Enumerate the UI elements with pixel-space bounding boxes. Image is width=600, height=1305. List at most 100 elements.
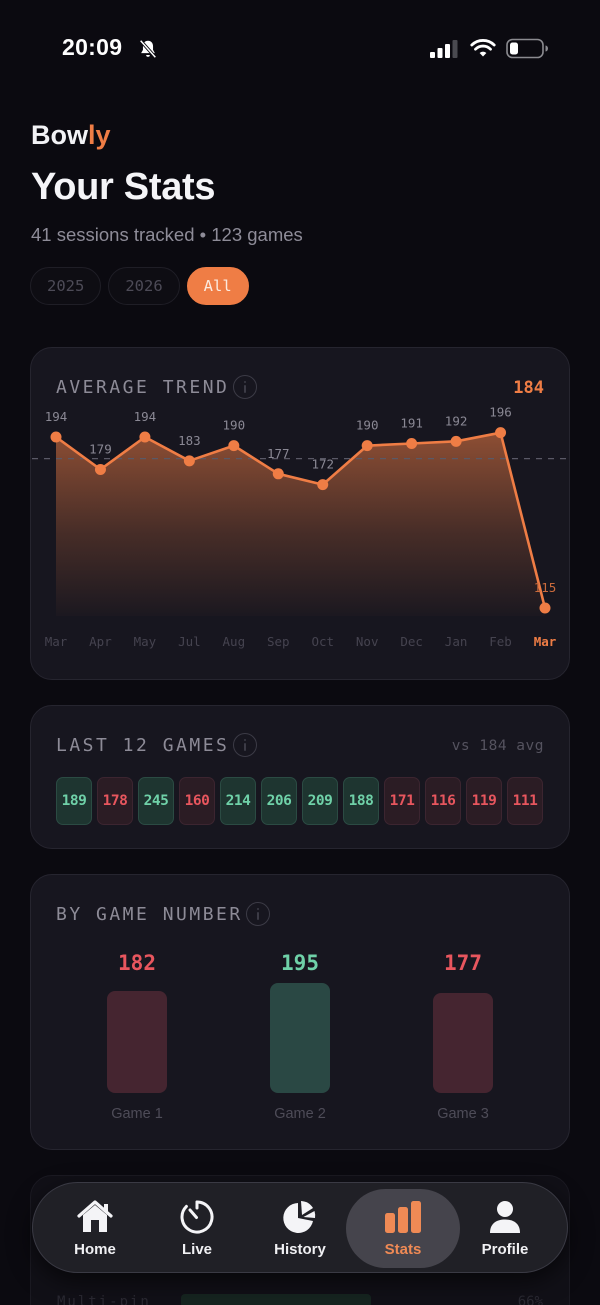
trend-data-point[interactable]	[183, 455, 195, 467]
game-score-chip[interactable]: 178	[97, 777, 133, 825]
last-12-games-title: LAST 12 GAMES	[56, 735, 230, 756]
nav-profile-label: Profile	[481, 1241, 529, 1258]
hidden-card-label: Multi-pin	[57, 1294, 151, 1305]
trend-value-label: 194	[134, 409, 157, 424]
wifi-icon	[470, 39, 496, 57]
x-axis-label: Sep	[267, 634, 290, 649]
battery-icon	[506, 38, 548, 59]
nav-home-label: Home	[74, 1241, 116, 1258]
app-brand: Bowly	[31, 120, 111, 151]
filter-all[interactable]: All	[186, 267, 249, 305]
status-bar: 20:09	[0, 30, 600, 70]
hidden-card-bar	[181, 1294, 371, 1305]
nav-profile[interactable]: Profile	[450, 1183, 560, 1274]
trend-value-label: 190	[223, 418, 246, 433]
trend-data-point[interactable]	[139, 431, 151, 443]
trend-data-point[interactable]	[228, 440, 240, 452]
game-2-label: Game 2	[274, 1106, 326, 1122]
trend-line	[55, 431, 547, 609]
home-icon	[77, 1200, 113, 1232]
trend-value-label: 177	[267, 446, 290, 461]
bar-chart-icon	[385, 1201, 421, 1233]
game-score-chip[interactable]: 206	[261, 777, 297, 825]
x-axis-label: Feb	[489, 634, 512, 649]
game-score-chip[interactable]: 160	[179, 777, 215, 825]
nav-live[interactable]: Live	[142, 1183, 252, 1274]
x-axis-label: May	[134, 634, 157, 649]
trend-data-point[interactable]	[50, 431, 62, 443]
by-game-number-card: BY GAME NUMBER 182 Game 1 195 Game 2 177…	[30, 874, 570, 1150]
game-score-chip[interactable]: 171	[384, 777, 420, 825]
info-icon[interactable]	[233, 375, 257, 399]
x-axis-label: Nov	[356, 634, 379, 649]
trend-current-value: 184	[513, 378, 544, 398]
games-row: 189 178 245 160 214 206 209 188 171 116 119 111	[56, 777, 543, 825]
x-axis-label: Mar	[45, 634, 68, 649]
game-score-chip[interactable]: 119	[466, 777, 502, 825]
nav-history[interactable]: History	[245, 1183, 355, 1274]
trend-value-label: 192	[445, 413, 468, 428]
game-1-label: Game 1	[111, 1106, 163, 1122]
x-axis-label: Dec	[400, 634, 423, 649]
trend-data-point[interactable]	[406, 437, 418, 449]
signal-icon	[430, 40, 458, 58]
game-score-chip[interactable]: 116	[425, 777, 461, 825]
hidden-card-percent: 66%	[517, 1294, 543, 1305]
game-3-bar	[433, 993, 493, 1093]
brand-prefix: Bow	[31, 120, 88, 150]
filter-2025[interactable]: 2025	[30, 267, 102, 305]
average-trend-card: AVERAGE TREND 184 194 Mar 179 Apr 194 May 183 J…	[30, 347, 570, 680]
trend-data-point[interactable]	[450, 435, 462, 447]
average-trend-chart: 194 Mar 179 Apr 194 May 183 Jul 190 Aug 177 Sep 172 O…	[32, 405, 569, 649]
pie-chart-icon	[283, 1201, 316, 1233]
game-score-chip[interactable]: 245	[138, 777, 174, 825]
trend-value-label: 183	[178, 433, 201, 448]
page-title: Your Stats	[31, 166, 216, 208]
game-score-chip[interactable]: 214	[220, 777, 256, 825]
last-12-games-card: LAST 12 GAMES vs 184 avg 189 178 245 160 214…	[30, 705, 570, 849]
info-icon[interactable]	[246, 902, 270, 926]
game-score-chip[interactable]: 111	[507, 777, 543, 825]
nav-live-label: Live	[181, 1241, 212, 1258]
trend-value-label: 172	[311, 457, 334, 472]
brand-suffix: ly	[88, 120, 111, 150]
nav-home[interactable]: Home	[40, 1183, 150, 1274]
trend-data-point[interactable]	[94, 463, 106, 475]
game-2-average: 195	[281, 951, 319, 975]
x-axis-label: Jul	[178, 634, 201, 649]
year-filter: 2025 2026 All	[30, 267, 249, 305]
x-axis-label: Apr	[89, 634, 112, 649]
game-score-chip[interactable]: 209	[302, 777, 338, 825]
person-icon	[490, 1201, 520, 1233]
vs-average-label: vs 184 avg	[451, 738, 544, 754]
average-trend-title: AVERAGE TREND	[56, 377, 230, 398]
nav-stats[interactable]: Stats	[346, 1183, 460, 1274]
trend-data-point[interactable]	[272, 468, 284, 480]
filter-2026[interactable]: 2026	[108, 267, 180, 305]
trend-value-label: 194	[45, 409, 68, 424]
timer-icon	[180, 1200, 214, 1234]
trend-data-point[interactable]	[317, 479, 329, 491]
game-score-chip[interactable]: 188	[343, 777, 379, 825]
trend-value-label: 179	[89, 441, 112, 456]
trend-value-label: 191	[400, 415, 423, 430]
trend-data-point[interactable]	[539, 602, 551, 614]
game-3-label: Game 3	[437, 1106, 489, 1122]
trend-data-point[interactable]	[361, 440, 373, 452]
page-subtitle: 41 sessions tracked • 123 games	[31, 224, 303, 245]
game-3-average: 177	[444, 951, 482, 975]
by-game-number-title: BY GAME NUMBER	[56, 904, 243, 925]
x-axis-label: Oct	[311, 634, 334, 649]
game-1-bar	[107, 991, 167, 1093]
game-score-chip[interactable]: 189	[56, 777, 92, 825]
trend-value-label: 190	[356, 418, 379, 433]
bell-slash-icon	[139, 39, 157, 59]
trend-value-label: 115	[534, 580, 557, 595]
game-1-average: 182	[118, 951, 156, 975]
status-time: 20:09	[62, 34, 123, 60]
nav-stats-label: Stats	[384, 1241, 422, 1258]
x-axis-label: Mar	[534, 634, 557, 649]
trend-data-point[interactable]	[495, 427, 507, 439]
info-icon[interactable]	[233, 733, 257, 757]
bottom-nav: Home Live History Stats Profile	[32, 1182, 568, 1273]
